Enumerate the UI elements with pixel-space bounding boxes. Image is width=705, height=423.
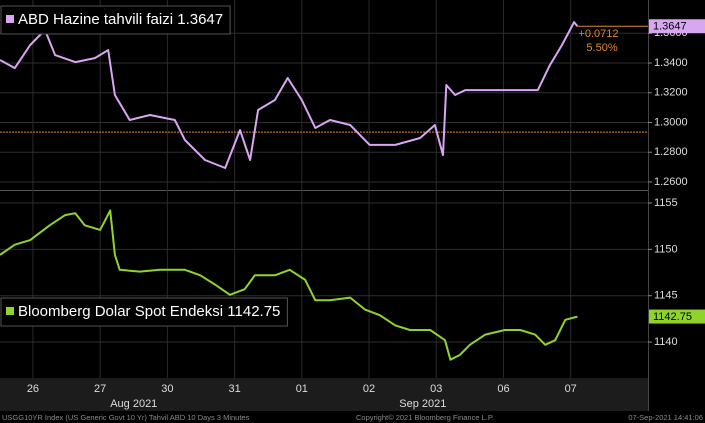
y-tick-label: 1140 [654,336,678,348]
month-label: Sep 2021 [399,398,446,410]
legend-name: Bloomberg Dolar Spot Endeksi [18,303,223,320]
legend-text: ABD Hazine tahvili faizi 1.3647 [18,11,223,28]
x-tick-label: 01 [296,383,308,395]
y-tick-label: 1145 [654,290,678,302]
footer-left: USGG10YR Index (US Generic Govt 10 Yr) T… [2,413,250,422]
x-tick-label: 03 [430,383,442,395]
x-axis-band [0,378,648,411]
y-tick-label: 1.2800 [654,146,688,158]
last-price-tag [649,19,705,34]
x-tick-label: 07 [565,383,577,395]
y-tick-label: 1150 [654,243,678,255]
y-tick-label: 1155 [654,197,678,209]
legend: ABD Hazine tahvili faizi 1.3647 [0,5,231,35]
x-tick-label: 31 [228,383,240,395]
legend-box [0,297,288,327]
legend-box [0,5,231,35]
legend-text: Bloomberg Dolar Spot Endeksi 1142.75 [18,303,280,320]
last-price-label: 1.3647 [653,21,687,33]
footer-center: Copyright© 2021 Bloomberg Finance L.P. [356,413,494,422]
y-tick-label: 1.3200 [654,87,688,99]
last-price-tag [649,309,705,324]
x-tick-label: 06 [497,383,509,395]
line [0,21,579,169]
change-label: +0.0712 [578,28,618,40]
y-tick-label: 1.3400 [654,57,688,69]
last-price-label: 1142.75 [653,311,692,323]
change-pct-label: 5.50% [586,42,617,54]
legend: Bloomberg Dolar Spot Endeksi 1142.75 [0,297,288,327]
legend-value: 1142.75 [227,303,280,320]
y-tick-label: 1.2600 [654,176,688,188]
footer-right: 07-Sep-2021 14:41:06 [628,413,703,422]
legend-swatch [6,307,14,315]
x-tick-label: 26 [27,383,39,395]
x-tick-label: 30 [161,383,173,395]
x-tick-label: 02 [363,383,375,395]
line [0,209,578,361]
legend-swatch [6,15,14,23]
x-tick-label: 27 [94,383,106,395]
legend-value: 1.3647 [177,11,223,28]
month-label: Aug 2021 [110,398,157,410]
y-tick-label: 1.3000 [654,116,688,128]
legend-name: ABD Hazine tahvili faizi [18,11,173,28]
